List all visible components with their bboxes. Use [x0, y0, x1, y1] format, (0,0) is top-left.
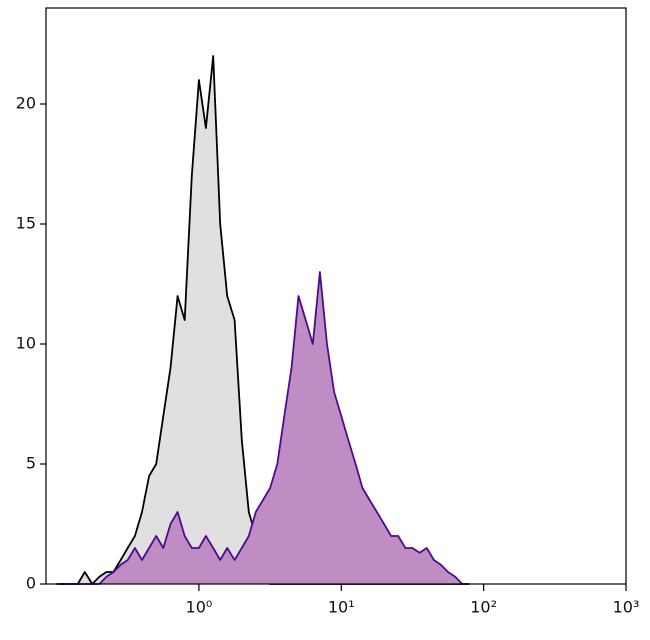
- x-tick-label: 10³: [613, 598, 640, 617]
- y-tick-label: 10: [16, 334, 36, 353]
- x-tick-label: 10²: [470, 598, 497, 617]
- series-line: [56, 271, 470, 585]
- y-tick-label: 0: [26, 574, 36, 593]
- plot-frame: [45, 7, 627, 585]
- y-tick-label: 15: [16, 214, 36, 233]
- area-fill: [56, 56, 470, 584]
- y-tick-label: 20: [16, 94, 36, 113]
- x-tick-label: 10¹: [328, 598, 355, 617]
- area-fill: [56, 272, 470, 584]
- y-tick-label: 5: [26, 454, 36, 473]
- x-tick-label: 10⁰: [186, 598, 213, 617]
